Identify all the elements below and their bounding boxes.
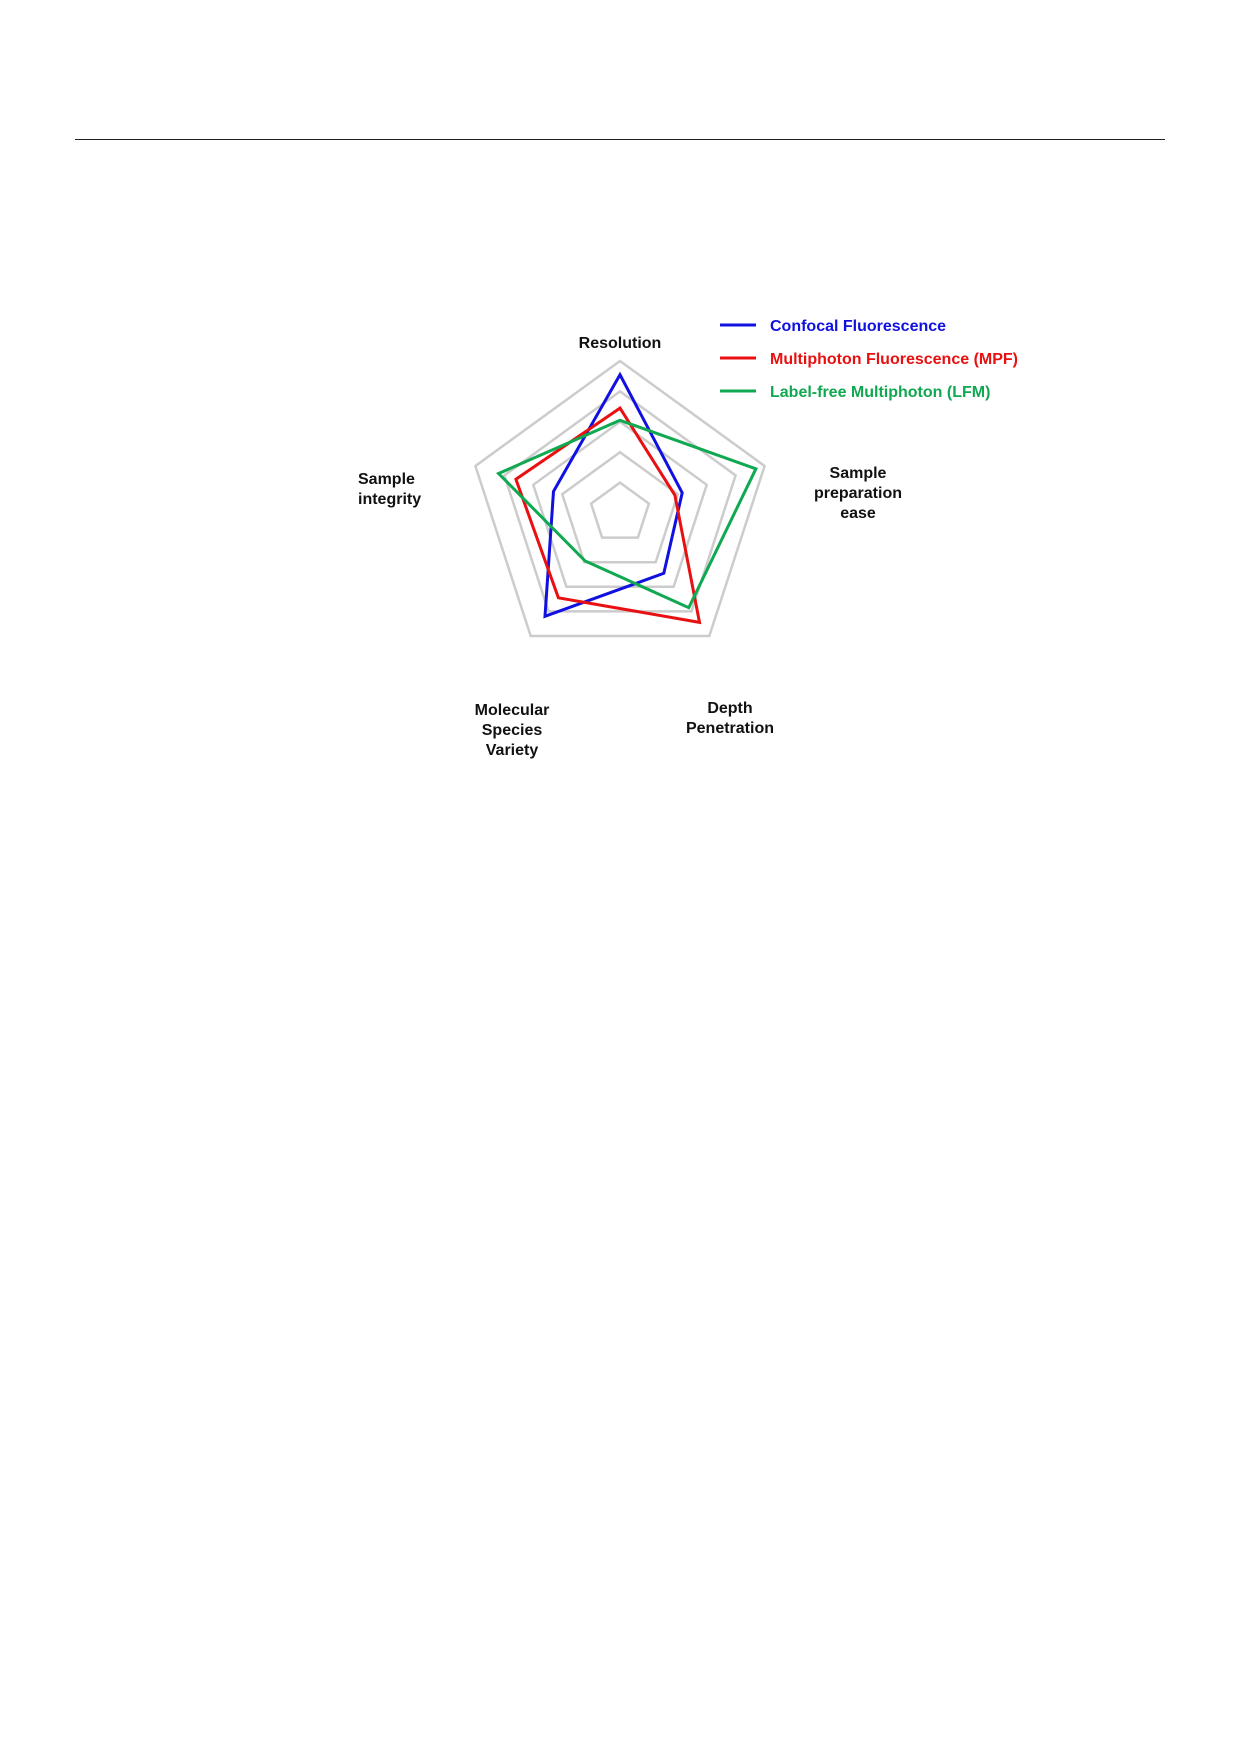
page-rule	[75, 139, 1165, 140]
series-line-1	[543, 371, 684, 619]
legend-label-3: Label-free Multiphoton (LFM)	[770, 384, 990, 401]
axis-label-layer: Resolution Sample preparation ease Depth Pene…	[358, 335, 902, 759]
grid-ring-3	[531, 420, 709, 589]
grid-ring-2	[560, 450, 680, 564]
axis-label-4: Molecular Species Variety	[475, 702, 550, 759]
series-layer	[495, 371, 758, 625]
series-line-3	[495, 418, 758, 610]
grid-ring-1	[589, 481, 651, 539]
series-line-2	[514, 405, 702, 625]
axis-label-1: Resolution	[579, 335, 662, 352]
grid-layer	[473, 359, 767, 638]
axis-label-3: Depth Penetration	[686, 700, 774, 737]
axis-label-2: Sample preparation ease	[814, 465, 902, 522]
legend-label-2: Multiphoton Fluorescence (MPF)	[770, 351, 1018, 368]
grid-ring-5	[473, 359, 767, 638]
legend-label-1: Confocal Fluorescence	[770, 318, 946, 335]
legend-layer: Confocal Fluorescence Multiphoton Fluores…	[720, 318, 1018, 401]
axis-label-5: Sample integrity	[358, 471, 421, 508]
